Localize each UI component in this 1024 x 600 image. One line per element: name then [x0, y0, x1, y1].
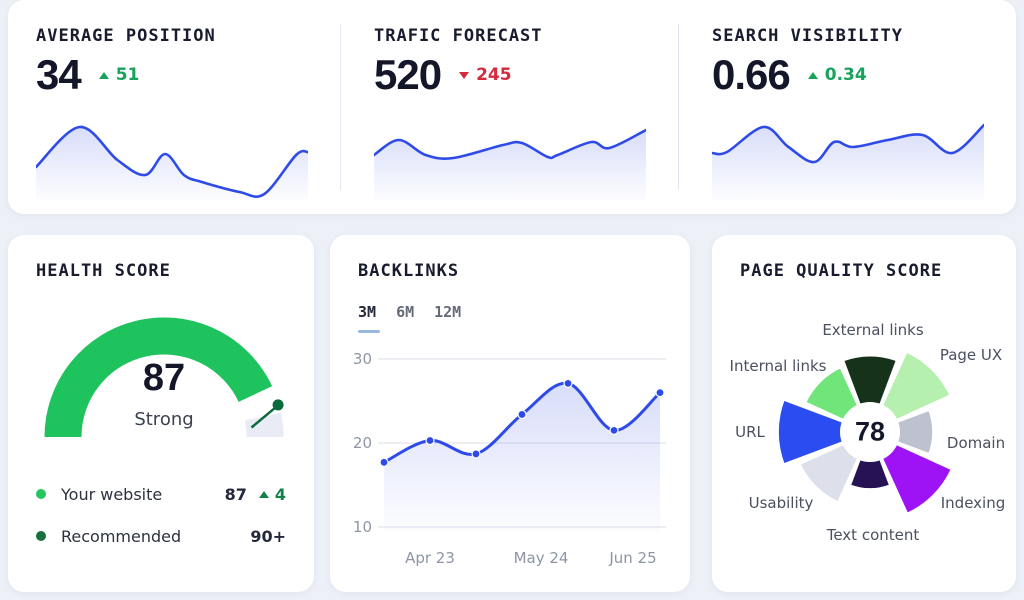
- kpi-value-row: 520 245: [374, 54, 648, 96]
- legend-row-recommended: Recommended 90+: [36, 515, 286, 557]
- rose-label-indexing: Indexing: [940, 494, 1006, 512]
- kpi-delta-value: 51: [115, 65, 140, 85]
- rose-wedges: [712, 235, 1016, 592]
- kpi-delta: 51: [98, 65, 140, 85]
- average-position-sparkline: [36, 120, 308, 200]
- gauge-value: 87: [142, 357, 186, 399]
- backlinks-chart: 30 20 10 Apr 23 May 24 Jun 25: [352, 339, 684, 579]
- up-arrow-icon: [258, 490, 269, 498]
- legend-delta: 4: [258, 484, 286, 504]
- kpi-title: TRAFIC FORECAST: [374, 26, 543, 46]
- dark-green-dot-icon: [36, 531, 46, 541]
- legend-label: Your website: [61, 484, 163, 504]
- rose-label-domain: Domain: [946, 434, 1006, 452]
- legend-label: Recommended: [61, 526, 182, 546]
- kpi-value: 520: [374, 51, 442, 98]
- health-score-card: HEALTH SCORE 87 Strong Your website 87 4…: [8, 235, 314, 592]
- trafic-forecast-sparkline: [374, 120, 646, 200]
- tab-12m[interactable]: 12M: [434, 303, 462, 321]
- legend-value: 87: [224, 484, 247, 504]
- legend-value: 90+: [250, 526, 286, 546]
- quality-rose-chart: External links Page UX Domain Indexing T…: [712, 235, 1016, 592]
- rose-label-url: URL: [735, 423, 765, 441]
- rose-label-text-content: Text content: [826, 526, 920, 544]
- legend-row-your-website: Your website 87 4: [36, 473, 286, 515]
- rose-label-usability: Usability: [748, 494, 814, 512]
- backlinks-card: BACKLINKS 3M 6M 12M 30 20 10 Apr 23 May 24 Ju…: [330, 235, 690, 592]
- tab-3m[interactable]: 3M: [358, 303, 381, 333]
- rose-label-page-ux: Page UX: [939, 346, 1003, 364]
- svg-text:10: 10: [353, 518, 372, 536]
- up-arrow-icon: [98, 71, 109, 79]
- kpi-value-row: 0.66 0.34: [712, 54, 986, 96]
- up-arrow-icon: [807, 71, 818, 79]
- kpi-title: SEARCH VISIBILITY: [712, 26, 903, 46]
- legend-delta-value: 4: [274, 484, 286, 504]
- kpi-trafic-forecast: TRAFIC FORECAST 520 245: [340, 0, 678, 214]
- kpi-panel: AVERAGE POSITION 34 51 TRAFIC FORECAST 5…: [8, 0, 1016, 214]
- rose-label-external-links: External links: [822, 321, 924, 339]
- search-visibility-sparkline: [712, 120, 984, 200]
- health-gauge: 87 Strong: [36, 297, 292, 449]
- kpi-value: 34: [36, 51, 82, 98]
- svg-text:May 24: May 24: [514, 549, 569, 567]
- down-arrow-icon: [459, 71, 470, 79]
- period-tabs: 3M 6M 12M: [358, 303, 662, 333]
- green-dot-icon: [36, 489, 46, 499]
- gauge-label: Strong: [134, 409, 194, 430]
- kpi-average-position: AVERAGE POSITION 34 51: [8, 0, 340, 214]
- kpi-delta-value: 245: [476, 65, 512, 85]
- svg-text:20: 20: [353, 434, 372, 452]
- rose-label-internal-links: Internal links: [729, 357, 827, 375]
- kpi-title: AVERAGE POSITION: [36, 26, 216, 46]
- kpi-value: 0.66: [712, 51, 791, 98]
- svg-text:30: 30: [353, 350, 372, 368]
- kpi-delta: 0.34: [807, 65, 867, 85]
- gauge-arc: [36, 297, 292, 449]
- page-quality-card: PAGE QUALITY SCORE External links Page U…: [712, 235, 1016, 592]
- card-title: BACKLINKS: [358, 261, 460, 281]
- rose-center-score: 78: [854, 416, 886, 447]
- kpi-search-visibility: SEARCH VISIBILITY 0.66 0.34: [678, 0, 1016, 214]
- kpi-delta: 245: [459, 65, 512, 85]
- card-title: PAGE QUALITY SCORE: [740, 261, 943, 281]
- kpi-delta-value: 0.34: [824, 65, 867, 85]
- card-title: HEALTH SCORE: [36, 261, 171, 281]
- health-legend: Your website 87 4 Recommended 90+: [36, 473, 286, 557]
- tab-6m[interactable]: 6M: [396, 303, 415, 321]
- kpi-value-row: 34 51: [36, 54, 310, 96]
- svg-text:Jun 25: Jun 25: [608, 549, 656, 567]
- svg-text:Apr 23: Apr 23: [405, 549, 455, 567]
